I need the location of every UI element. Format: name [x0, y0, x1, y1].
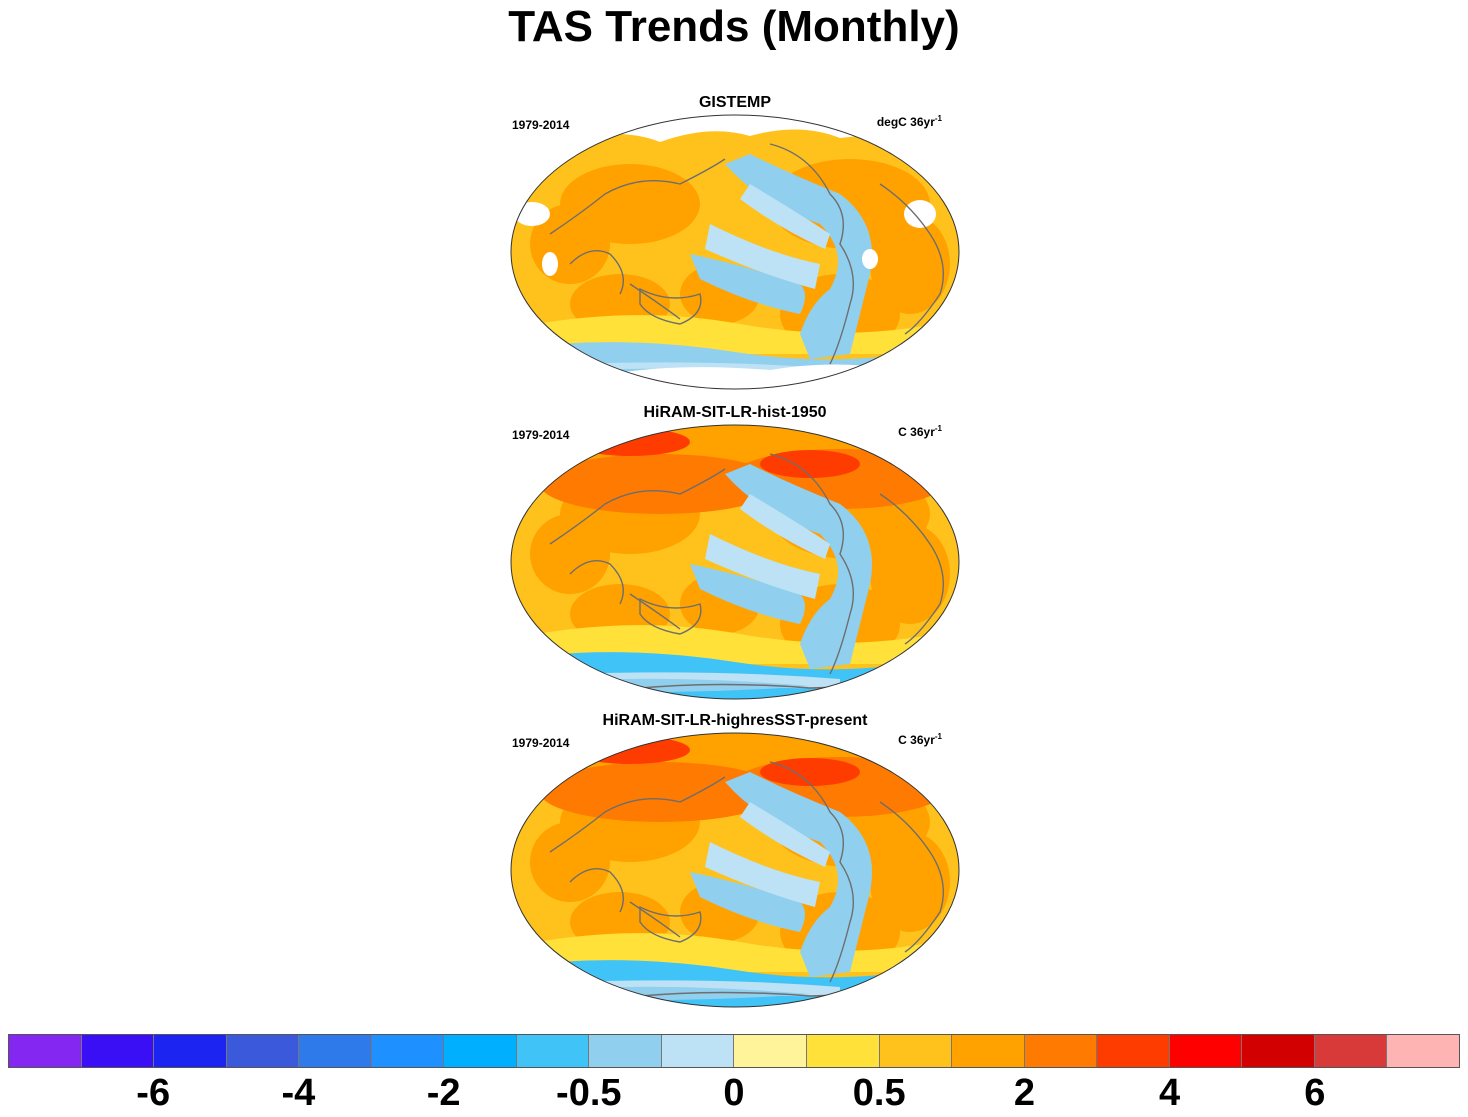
colorbar-box	[1314, 1035, 1388, 1067]
panel-title: GISTEMP	[698, 94, 771, 111]
world-map	[510, 424, 960, 700]
colorbar-tick-label: -6	[136, 1072, 171, 1114]
colorbar-tick-label: 6	[1304, 1072, 1326, 1114]
colorbar-tick-label: 2	[1013, 1072, 1035, 1114]
colorbar-tick-label: -0.5	[556, 1072, 622, 1114]
panel-title: HiRAM-SIT-LR-hist-1950	[643, 404, 827, 421]
period-label: 1979-2014	[512, 736, 570, 750]
map-panel: HiRAM-SIT-LR-highresSST-present 1979-2014…	[500, 712, 970, 1012]
colorbar-box	[952, 1035, 1025, 1067]
colorbar-box	[1242, 1035, 1315, 1067]
world-map	[510, 732, 960, 1008]
period-label: 1979-2014	[512, 118, 570, 132]
colorbar-box	[1169, 1035, 1243, 1067]
map-panel: GISTEMP 1979-2014 degC 36yr-1	[500, 94, 970, 394]
colorbar-box	[879, 1035, 953, 1067]
colorbar-box	[734, 1035, 808, 1067]
colorbar-box	[9, 1035, 82, 1067]
colorbar-tick-label: 0	[723, 1072, 745, 1114]
colorbar-box	[1024, 1035, 1098, 1067]
period-label: 1979-2014	[512, 428, 570, 442]
unit-label: degC 36yr-1	[876, 114, 942, 129]
colorbar-box	[444, 1035, 517, 1067]
colorbar-tick-label: -4	[281, 1072, 316, 1114]
unit-label: C 36yr-1	[898, 732, 942, 747]
colorbar	[8, 1034, 1460, 1068]
map-panel: HiRAM-SIT-LR-hist-1950 1979-2014 C 36yr-1	[500, 404, 970, 704]
colorbar-box	[1387, 1035, 1459, 1067]
figure-title: TAS Trends (Monthly)	[508, 2, 960, 51]
colorbar-box	[154, 1035, 227, 1067]
world-map	[510, 114, 960, 390]
colorbar-box	[807, 1035, 880, 1067]
unit-label: C 36yr-1	[898, 424, 942, 439]
colorbar-tick-label: 0.5	[852, 1072, 906, 1114]
colorbar-box	[589, 1035, 662, 1067]
colorbar-box	[371, 1035, 445, 1067]
panel-title: HiRAM-SIT-LR-highresSST-present	[602, 712, 868, 729]
colorbar-box	[81, 1035, 155, 1067]
colorbar-tick-label: -2	[426, 1072, 461, 1114]
colorbar-box	[226, 1035, 300, 1067]
colorbar-box	[299, 1035, 372, 1067]
colorbar-box	[516, 1035, 590, 1067]
colorbar-tick-label: 4	[1159, 1072, 1181, 1114]
colorbar-box	[1097, 1035, 1170, 1067]
colorbar-box	[661, 1035, 735, 1067]
